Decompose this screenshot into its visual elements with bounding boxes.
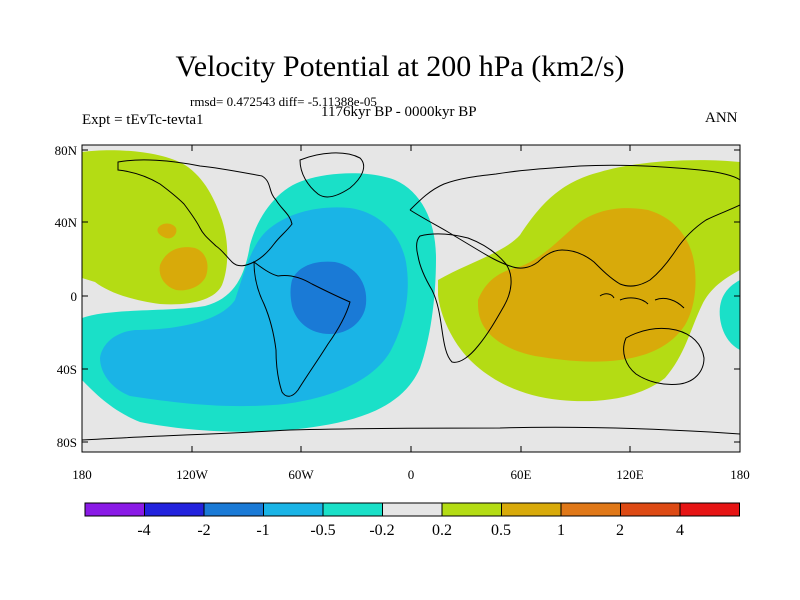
map-panel — [82, 145, 740, 452]
colorbar-label: 0.5 — [491, 522, 511, 539]
contour-region-neg-0.2-east — [719, 280, 740, 350]
colorbar-swatch — [501, 502, 562, 517]
colorbar-swatch — [144, 502, 205, 517]
rmsd-diff-stats: rmsd= 0.472543 diff= -5.11388e-05 — [190, 94, 377, 109]
experiment-label: Expt = tEvTc-tevta1 — [82, 112, 204, 128]
africa-coast — [416, 233, 512, 363]
colorbar-label: 4 — [676, 522, 684, 539]
colorbar-swatch — [263, 502, 324, 517]
greenland-coast — [299, 152, 365, 198]
colorbar-swatch — [382, 502, 443, 517]
lon-label-120w: 120W — [176, 467, 208, 482]
colorbar — [84, 502, 740, 517]
lon-label-120e: 120E — [616, 467, 644, 482]
season-label: ANN — [705, 110, 738, 126]
colorbar-swatch — [679, 502, 740, 517]
lon-label-0: 0 — [407, 467, 415, 482]
colorbar-label: -1 — [256, 522, 270, 539]
south-america-coast — [253, 260, 351, 397]
lon-label-180w: 180 — [72, 467, 92, 482]
contour-region-neg-0.5 — [100, 207, 408, 407]
colorbar-swatch — [203, 502, 264, 517]
colorbar-label: -0.5 — [310, 522, 336, 539]
colorbar-label: -2 — [197, 522, 211, 539]
lon-ticks — [81, 145, 741, 452]
lat-ticks — [82, 149, 740, 443]
colorbar-label: -0.2 — [369, 522, 395, 539]
colorbar-swatch — [560, 502, 621, 517]
coastlines — [82, 152, 740, 441]
colorbar-swatch — [84, 502, 145, 517]
contour-region-pos-0.5-nw — [157, 223, 177, 239]
eurasia-coast — [409, 164, 740, 287]
australia-coast — [623, 327, 705, 385]
colorbar-label: 1 — [557, 522, 565, 539]
contour-region-neg-1 — [290, 261, 367, 334]
lat-label-80s: 80S — [56, 435, 77, 450]
colorbar-label: 0.2 — [432, 522, 452, 539]
maritime-islands-coast — [599, 293, 685, 309]
lon-label-60e: 60E — [510, 467, 532, 482]
colorbar-swatch — [620, 502, 681, 517]
contour-region-pos-0.5-east — [478, 208, 696, 362]
lat-label-80n: 80N — [54, 143, 77, 158]
colorbar-swatch — [322, 502, 383, 517]
lat-label-0: 0 — [70, 289, 78, 304]
colorbar-swatch — [441, 502, 502, 517]
antarctica-coast — [82, 426, 740, 441]
contour-region-pos-0.5-west — [159, 247, 208, 291]
colorbar-label: -4 — [137, 522, 151, 539]
lon-label-60w: 60W — [288, 467, 314, 482]
lon-label-180e: 180 — [730, 467, 750, 482]
plot-title: Velocity Potential at 200 hPa (km2/s) — [175, 50, 625, 83]
lat-label-40n: 40N — [54, 215, 77, 230]
colorbar-label: 2 — [616, 522, 624, 539]
period-label: 1176kyr BP - 0000kyr BP — [321, 104, 477, 120]
lat-label-40s: 40S — [56, 362, 77, 377]
